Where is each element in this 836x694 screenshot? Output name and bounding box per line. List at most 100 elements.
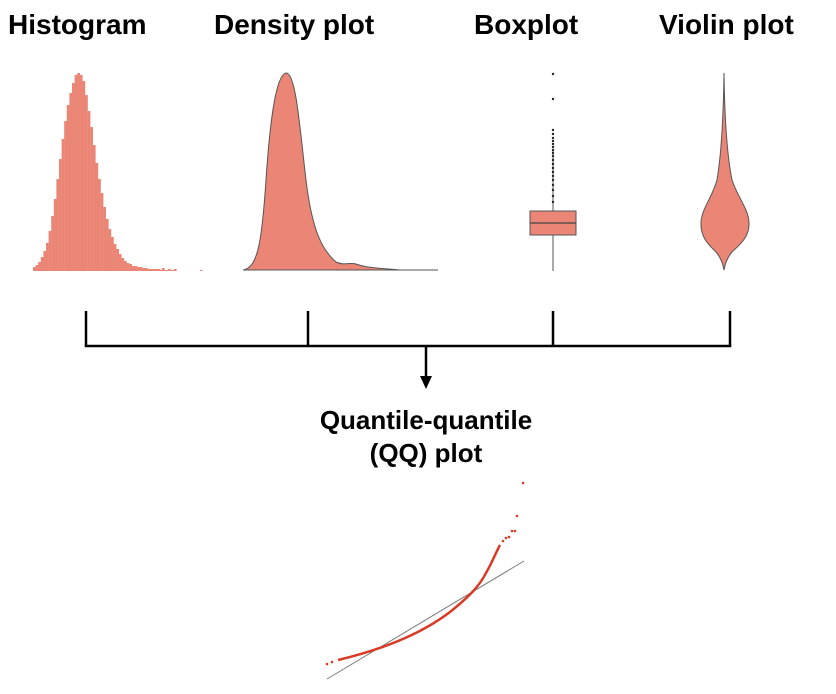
histogram-bar bbox=[100, 193, 104, 271]
histogram-bar bbox=[33, 267, 36, 271]
boxplot-outlier-point bbox=[551, 183, 555, 187]
connector-bracket bbox=[84, 311, 732, 376]
density-curve bbox=[242, 72, 438, 271]
histogram-bar bbox=[165, 270, 169, 271]
histogram-bar bbox=[74, 75, 78, 271]
qq-reference-line bbox=[326, 560, 525, 680]
histogram-bar bbox=[121, 258, 125, 271]
histogram-bar bbox=[142, 268, 145, 271]
violin-shape bbox=[700, 72, 750, 271]
boxplot bbox=[529, 72, 577, 271]
histogram-bar bbox=[61, 139, 65, 271]
boxplot-outlier-point bbox=[551, 151, 555, 155]
qq-plot bbox=[325, 481, 525, 680]
histogram-bar bbox=[85, 95, 88, 271]
histogram-bar bbox=[72, 83, 75, 271]
histogram-bar bbox=[87, 111, 91, 271]
histogram-bar bbox=[43, 251, 47, 271]
histogram-bar bbox=[147, 269, 151, 271]
histogram-bar bbox=[137, 267, 140, 271]
histogram-bar bbox=[200, 270, 203, 271]
qq-point bbox=[330, 660, 334, 664]
boxplot-outlier-point bbox=[551, 166, 555, 170]
boxplot-outlier-point bbox=[551, 200, 555, 204]
boxplot-outlier-point bbox=[551, 128, 555, 132]
histogram-bar bbox=[174, 269, 177, 271]
qq-point bbox=[510, 529, 514, 533]
qq-point bbox=[507, 535, 511, 539]
boxplot-outlier-point bbox=[551, 145, 555, 149]
boxplot-outlier-point bbox=[551, 139, 555, 143]
qq-point bbox=[521, 481, 525, 485]
histogram-bar bbox=[35, 265, 39, 271]
qq-point bbox=[504, 536, 508, 540]
histogram-bar bbox=[124, 261, 127, 271]
boxplot-outlier-point bbox=[551, 194, 555, 198]
qq-point bbox=[515, 514, 519, 518]
qq-outlier-points bbox=[325, 481, 525, 666]
histogram-bar bbox=[116, 249, 119, 271]
histogram-bar bbox=[79, 75, 83, 271]
boxplot-outlier-point bbox=[551, 136, 555, 140]
histogram-bar bbox=[66, 105, 70, 271]
qq-points-curve bbox=[337, 544, 502, 662]
histogram-bar bbox=[162, 268, 165, 271]
qq-plot-title-line-2: (QQ) plot bbox=[369, 438, 483, 468]
histogram-bar bbox=[168, 269, 171, 271]
qq-point bbox=[501, 539, 505, 543]
histogram-bar bbox=[139, 267, 143, 271]
boxplot-title: Boxplot bbox=[474, 9, 579, 40]
histogram-bar bbox=[129, 264, 132, 271]
boxplot-outlier-point bbox=[551, 142, 555, 146]
histogram-bar bbox=[126, 263, 130, 271]
histogram-bar bbox=[105, 219, 109, 271]
violin-plot-title: Violin plot bbox=[659, 9, 794, 40]
boxplot-outlier-point bbox=[551, 174, 555, 178]
histogram-bar bbox=[150, 269, 153, 271]
boxplot-outlier-point bbox=[551, 97, 555, 101]
boxplot-outlier-point bbox=[551, 132, 555, 136]
histogram-bar bbox=[118, 254, 122, 271]
histogram-bar bbox=[69, 93, 73, 271]
histogram-bar bbox=[82, 81, 86, 271]
qq-point bbox=[325, 662, 329, 666]
histogram-bar bbox=[51, 216, 54, 271]
qq-point bbox=[513, 529, 517, 533]
boxplot-outlier-point bbox=[551, 154, 555, 158]
histogram-bar bbox=[59, 159, 62, 271]
histogram-bar bbox=[155, 269, 158, 271]
histogram-bar bbox=[77, 73, 80, 271]
histogram-bar bbox=[53, 199, 57, 271]
histogram-bar bbox=[157, 269, 161, 271]
histogram-bar bbox=[113, 244, 117, 271]
histogram-bar bbox=[56, 179, 60, 271]
boxplot-outlier-point bbox=[551, 170, 555, 174]
boxplot-outlier-point bbox=[551, 162, 555, 166]
histogram-bar bbox=[38, 262, 41, 271]
histogram-bar bbox=[48, 231, 52, 271]
histogram-bar bbox=[92, 145, 96, 271]
histogram-bar bbox=[144, 268, 148, 271]
histogram-bar bbox=[98, 179, 101, 271]
boxplot-outlier-point bbox=[551, 188, 555, 192]
density-plot-title: Density plot bbox=[214, 9, 375, 40]
histogram-plot bbox=[33, 73, 203, 271]
histogram-bar bbox=[152, 269, 156, 271]
density-plot bbox=[242, 72, 438, 271]
boxplot-outlier-point bbox=[551, 158, 555, 162]
histogram-bar bbox=[64, 121, 67, 271]
histogram-bar bbox=[160, 270, 164, 271]
histogram-title: Histogram bbox=[8, 9, 147, 40]
qq-plot-title-line-1: Quantile-quantile bbox=[319, 405, 533, 435]
boxplot-outlier-point bbox=[551, 72, 555, 76]
arrow-down-icon bbox=[420, 376, 432, 389]
histogram-bar bbox=[131, 266, 135, 271]
histogram-bar bbox=[46, 243, 49, 271]
histogram-bar bbox=[134, 266, 138, 271]
histogram-bar bbox=[40, 257, 44, 271]
histogram-bar bbox=[103, 207, 106, 271]
violin-plot bbox=[700, 72, 750, 271]
histogram-bar bbox=[95, 163, 99, 271]
histogram-bar bbox=[90, 127, 93, 271]
histogram-bar bbox=[170, 270, 174, 271]
